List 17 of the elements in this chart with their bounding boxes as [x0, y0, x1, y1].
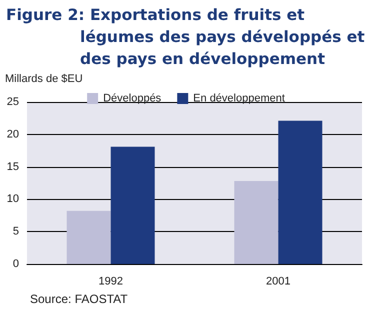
x-tick-label: 2001 — [266, 276, 290, 288]
chart-title: Figure 2: Exportations de fruits et légumes des pays développés et des pays en développement — [6, 5, 366, 70]
y-tick-label: 0 — [12, 258, 19, 270]
legend-label: Développés — [103, 92, 162, 104]
bar — [278, 120, 322, 264]
x-tick-label: 1992 — [98, 276, 123, 288]
bar — [110, 146, 155, 264]
y-tick-label: 5 — [12, 226, 19, 238]
bar — [234, 181, 278, 264]
y-tick-label: 15 — [6, 160, 19, 173]
legend-label: En développement — [193, 92, 285, 104]
bar — [66, 210, 111, 264]
y-tick-label: 10 — [6, 193, 19, 206]
source-note: Source: FAOSTAT — [30, 292, 128, 306]
y-axis-title: Millards de $EU — [5, 73, 83, 85]
y-tick-label: 20 — [6, 128, 19, 140]
y-tick-label: 25 — [6, 96, 19, 108]
